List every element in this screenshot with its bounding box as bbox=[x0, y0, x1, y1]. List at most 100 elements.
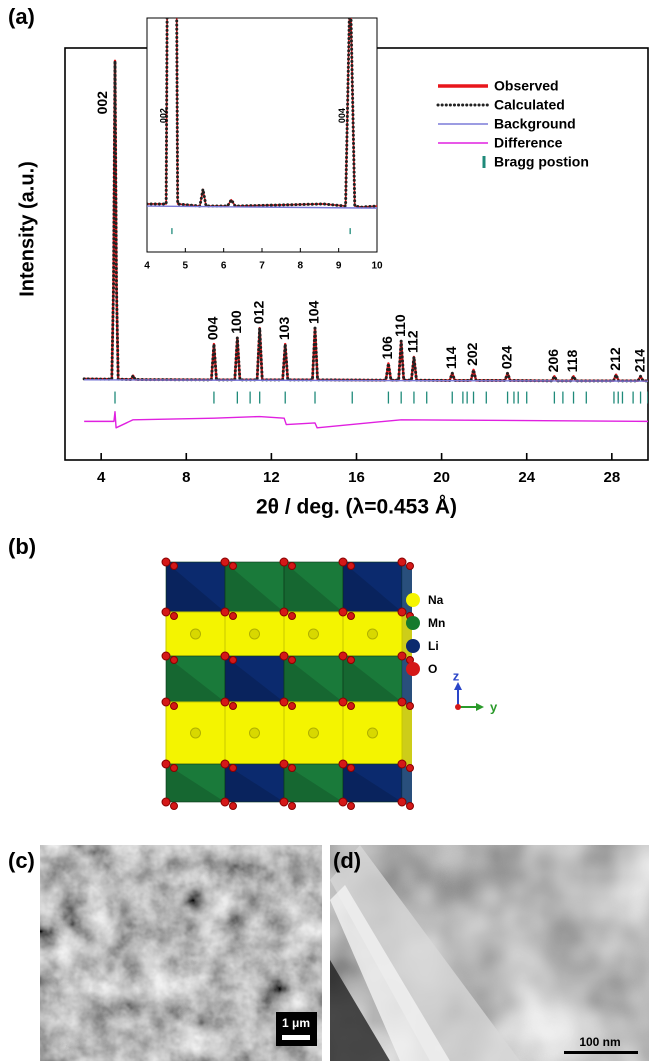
peak-label: 214 bbox=[631, 349, 647, 373]
oxygen-atom bbox=[220, 797, 230, 807]
legend-label: Mn bbox=[428, 616, 445, 630]
octahedron bbox=[283, 561, 344, 613]
scale-bar-label: 1 μm bbox=[282, 1016, 310, 1030]
arrow-head bbox=[454, 682, 462, 690]
peak-label: 002 bbox=[159, 108, 169, 123]
crystal-edge bbox=[330, 845, 520, 1061]
shadow bbox=[330, 960, 390, 1061]
crystal-edge bbox=[330, 885, 450, 1061]
y-axis-title: Intensity (a.u.) bbox=[16, 161, 38, 297]
octahedron bbox=[165, 655, 226, 703]
x-tick-label: 8 bbox=[182, 469, 190, 486]
axis-origin bbox=[455, 704, 461, 710]
octahedron-face bbox=[225, 562, 284, 612]
oxygen-atom bbox=[338, 697, 348, 707]
plot-area bbox=[82, 59, 648, 429]
oxygen-atom bbox=[161, 759, 171, 769]
oxygen-atom bbox=[288, 612, 296, 620]
oxygen-atom bbox=[170, 612, 178, 620]
legend-swatch bbox=[406, 616, 420, 630]
legend-label: Li bbox=[428, 639, 439, 653]
crystal-structure bbox=[161, 557, 414, 810]
peak-label: 110 bbox=[392, 314, 408, 337]
octahedron-face bbox=[284, 656, 343, 702]
scale-bar-box bbox=[276, 1012, 317, 1046]
oxygen-atom bbox=[406, 562, 414, 570]
oxygen-atom bbox=[279, 797, 289, 807]
octahedron-face bbox=[284, 562, 343, 612]
x-tick-label: 24 bbox=[518, 469, 535, 486]
oxygen-atom bbox=[170, 656, 178, 664]
peak-label: 004 bbox=[337, 108, 347, 123]
x-tick-label: 10 bbox=[371, 261, 383, 272]
data-line bbox=[147, 205, 377, 209]
x-tick-label: 7 bbox=[259, 261, 265, 272]
oxygen-atom bbox=[220, 759, 230, 769]
octahedron-face bbox=[166, 656, 225, 702]
oxygen-atom bbox=[220, 557, 230, 567]
oxygen-atom bbox=[347, 702, 355, 710]
x-tick-label: 5 bbox=[183, 261, 189, 272]
legend-swatch bbox=[406, 639, 420, 653]
x-tick-label: 4 bbox=[144, 261, 150, 272]
legend-label: Na bbox=[428, 593, 444, 607]
oxygen-atom bbox=[161, 797, 171, 807]
oxygen-atom bbox=[229, 656, 237, 664]
oxygen-atom bbox=[406, 702, 414, 710]
octahedron-face bbox=[343, 764, 402, 802]
x-tick-label: 20 bbox=[433, 469, 450, 486]
oxygen-atom bbox=[279, 697, 289, 707]
peak-label: 206 bbox=[545, 349, 561, 373]
oxygen-atom bbox=[279, 651, 289, 661]
na-atom bbox=[249, 628, 260, 640]
oxygen-atom bbox=[161, 607, 171, 617]
x-tick-label: 12 bbox=[263, 469, 280, 486]
oxygen-atom bbox=[229, 612, 237, 620]
oxygen-atom bbox=[347, 802, 355, 810]
scale-bar-label: 100 nm bbox=[579, 1035, 620, 1049]
octahedron-face bbox=[166, 764, 225, 802]
na-atom bbox=[308, 727, 319, 739]
peak-label: 118 bbox=[564, 350, 580, 373]
legend-label: O bbox=[428, 662, 437, 676]
oxygen-atom bbox=[288, 656, 296, 664]
octahedron bbox=[224, 763, 285, 803]
oxygen-atom bbox=[338, 607, 348, 617]
oxygen-atom bbox=[397, 697, 407, 707]
oxygen-atom bbox=[279, 759, 289, 769]
x-tick-label: 16 bbox=[348, 469, 365, 486]
oxygen-atom bbox=[220, 607, 230, 617]
oxygen-atom bbox=[397, 759, 407, 769]
legend-label: Observed bbox=[494, 78, 559, 94]
peak-label: 106 bbox=[379, 336, 395, 360]
peak-label: 004 bbox=[205, 317, 221, 341]
data-line bbox=[84, 379, 648, 382]
oxygen-atom bbox=[347, 562, 355, 570]
oxygen-atom bbox=[279, 607, 289, 617]
plot-area bbox=[147, 18, 377, 235]
legend-label: Difference bbox=[494, 135, 563, 151]
oxygen-atom bbox=[220, 651, 230, 661]
oxygen-atom bbox=[288, 702, 296, 710]
na-atom bbox=[367, 628, 378, 640]
peak-label: 114 bbox=[443, 346, 459, 369]
octahedron bbox=[224, 655, 285, 703]
oxygen-atom bbox=[229, 702, 237, 710]
plot-frame bbox=[146, 17, 378, 253]
octahedron bbox=[165, 561, 226, 613]
peak-label: 202 bbox=[464, 342, 480, 366]
oxygen-atom bbox=[288, 562, 296, 570]
panel-label: (c) bbox=[8, 848, 35, 873]
na-atom bbox=[190, 727, 201, 739]
oxygen-atom bbox=[397, 797, 407, 807]
oxygen-atom bbox=[406, 802, 414, 810]
oxygen-atom bbox=[229, 562, 237, 570]
oxygen-atom bbox=[279, 557, 289, 567]
legend-swatch bbox=[406, 662, 420, 676]
oxygen-atom bbox=[397, 557, 407, 567]
oxygen-atom bbox=[220, 697, 230, 707]
oxygen-atom bbox=[170, 702, 178, 710]
x-tick-label: 9 bbox=[336, 261, 342, 272]
legend-label: Background bbox=[494, 116, 576, 132]
na-atom bbox=[249, 727, 260, 739]
